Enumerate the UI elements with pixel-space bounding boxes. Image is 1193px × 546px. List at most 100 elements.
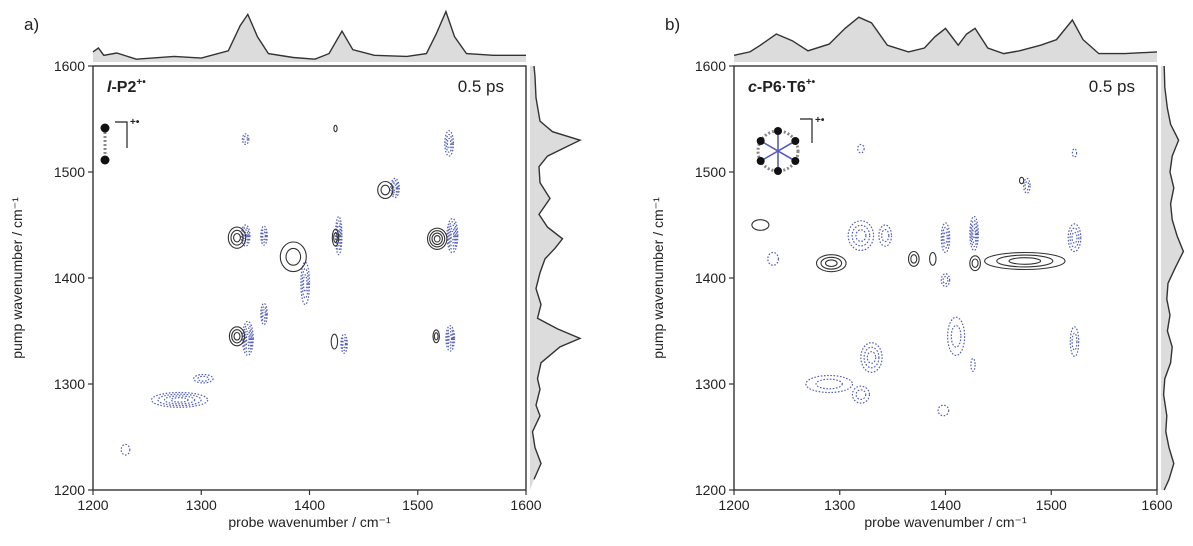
contour-negative-0-0 <box>847 220 875 252</box>
right-spectrum-fill <box>530 66 580 490</box>
contour-negative-12-1 <box>157 393 202 407</box>
negative-contours <box>120 130 459 456</box>
sample-rest: -P6·T6 <box>757 79 806 96</box>
contour-negative-13-0 <box>946 316 966 356</box>
contour-positive-4-1 <box>971 258 979 268</box>
contour-negative-9-1 <box>1071 332 1078 351</box>
contour-negative-3-2 <box>262 309 266 319</box>
contour-negative-5-2 <box>342 339 347 349</box>
contour-negative-1-0 <box>241 320 254 356</box>
contour-positive-6-0 <box>1018 176 1025 185</box>
contour-negative-10-0 <box>860 342 883 373</box>
contour-negative-2-0 <box>260 225 268 246</box>
panel-label: a) <box>24 15 39 34</box>
contour-positive-0-0 <box>227 226 247 249</box>
contour-negative-13-1 <box>950 324 962 348</box>
ring-node <box>774 167 782 175</box>
contour-negative-6-2 <box>392 182 398 194</box>
x-axis-label: probe wavenumber / cm⁻¹ <box>864 514 1027 530</box>
contour-positive-0-1 <box>230 229 244 246</box>
template-spoke <box>760 140 796 162</box>
x-tick-label: 1500 <box>1036 497 1067 513</box>
contour-positive-0-2 <box>233 232 241 243</box>
contour-negative-2-1 <box>261 228 267 243</box>
contour-positive-6-1 <box>429 230 446 248</box>
contour-negative-14-0 <box>193 373 214 384</box>
y-axis-label: pump wavenumber / cm⁻¹ <box>650 197 666 359</box>
contour-negative-2-2 <box>262 231 266 241</box>
contour-negative-7-0 <box>1067 223 1082 253</box>
x-tick-label: 1200 <box>718 497 749 513</box>
top-spectrum-line <box>92 9 526 60</box>
contour-positive-1-2 <box>233 331 241 341</box>
contour-negative-12-3 <box>170 397 189 403</box>
contour-positive-6-0 <box>426 227 448 250</box>
contour-negative-8-3 <box>448 334 453 343</box>
contour-positive-6-2 <box>431 232 443 246</box>
right-spectrum-line <box>1162 65 1185 491</box>
contour-positive-0-0 <box>751 219 770 231</box>
contour-negative-1-3 <box>244 330 251 347</box>
contour-negative-4-1 <box>942 275 949 285</box>
contour-negative-3-0 <box>940 222 951 254</box>
y-tick-label: 1500 <box>54 164 85 180</box>
contour-positive-2-1 <box>285 247 302 266</box>
x-tick-label: 1600 <box>510 497 541 513</box>
icon-charge: +• <box>130 117 140 128</box>
sample-label: l-P2+• <box>107 77 146 96</box>
contour-negative-5-1 <box>970 219 978 248</box>
contour-negative-7-3 <box>449 227 456 244</box>
contour-negative-7-0 <box>446 218 459 254</box>
contour-positive-5-1 <box>380 184 391 196</box>
charge-bracket <box>115 121 128 148</box>
contour-negative-8-0 <box>1071 148 1078 158</box>
contour-negative-5-1 <box>341 336 348 351</box>
contour-positive-7-1 <box>433 332 439 341</box>
sample-charge: +• <box>136 77 146 88</box>
contour-negative-4-2 <box>336 224 342 247</box>
contour-positive-1-0 <box>815 254 847 273</box>
contour-negative-1-1 <box>881 229 890 243</box>
nanoring-icon: +• <box>756 115 825 175</box>
contour-negative-7-2 <box>448 224 457 247</box>
y-tick-label: 1400 <box>54 270 85 286</box>
contour-negative-5-2 <box>971 223 977 244</box>
ring-node <box>774 127 782 135</box>
contour-negative-11-0 <box>805 374 854 394</box>
right-spectrum-fill <box>1161 66 1184 490</box>
contour-positive-1-2 <box>824 259 838 268</box>
contour-negative-1-4 <box>245 333 250 344</box>
contour-positive-1-0 <box>228 326 246 347</box>
top-spectrum-fill <box>734 17 1157 62</box>
contour-positive-3-1 <box>333 232 338 244</box>
contour-negative-6-1 <box>1024 181 1030 191</box>
panel-a: 1200 1300 1400 1500 1600 1200 1300 1400 1500 1600… <box>9 9 582 530</box>
contour-positive-7-0 <box>432 329 440 344</box>
sample-label: c-P6·T6+• <box>748 77 816 96</box>
y-tick-label: 1300 <box>695 376 726 392</box>
contour-negative-11-1 <box>301 267 309 299</box>
contour-positive-5-0 <box>984 251 1066 271</box>
contour-positive-5-0 <box>377 180 394 200</box>
y-tick-label: 1500 <box>695 164 726 180</box>
contour-negative-13-0 <box>120 443 131 456</box>
contour-negative-6-1 <box>391 179 399 196</box>
contour-negative-2-0 <box>857 143 865 154</box>
contour-negative-7-1 <box>1069 227 1080 248</box>
contour-negative-7-1 <box>447 221 458 251</box>
contour-positive-5-1 <box>996 254 1054 268</box>
y-tick-label: 1200 <box>54 482 85 498</box>
contour-negative-8-0 <box>445 325 456 352</box>
contour-positive-1-1 <box>820 256 843 270</box>
sample-prefix: l <box>107 79 112 96</box>
contour-negative-9-1 <box>445 133 453 153</box>
contour-negative-7-4 <box>450 230 455 241</box>
x-tick-label: 1200 <box>77 497 108 513</box>
contour-negative-0-1 <box>851 224 871 247</box>
contour-negative-9-0 <box>444 130 455 157</box>
contour-negative-8-1 <box>446 328 455 349</box>
dimer-end-top <box>100 123 110 133</box>
contour-negative-1-1 <box>242 324 253 353</box>
dimer-end-bottom <box>100 155 110 165</box>
panel-b: 1200 1300 1400 1500 1600 1200 1300 1400 1500 1600… <box>650 15 1185 530</box>
